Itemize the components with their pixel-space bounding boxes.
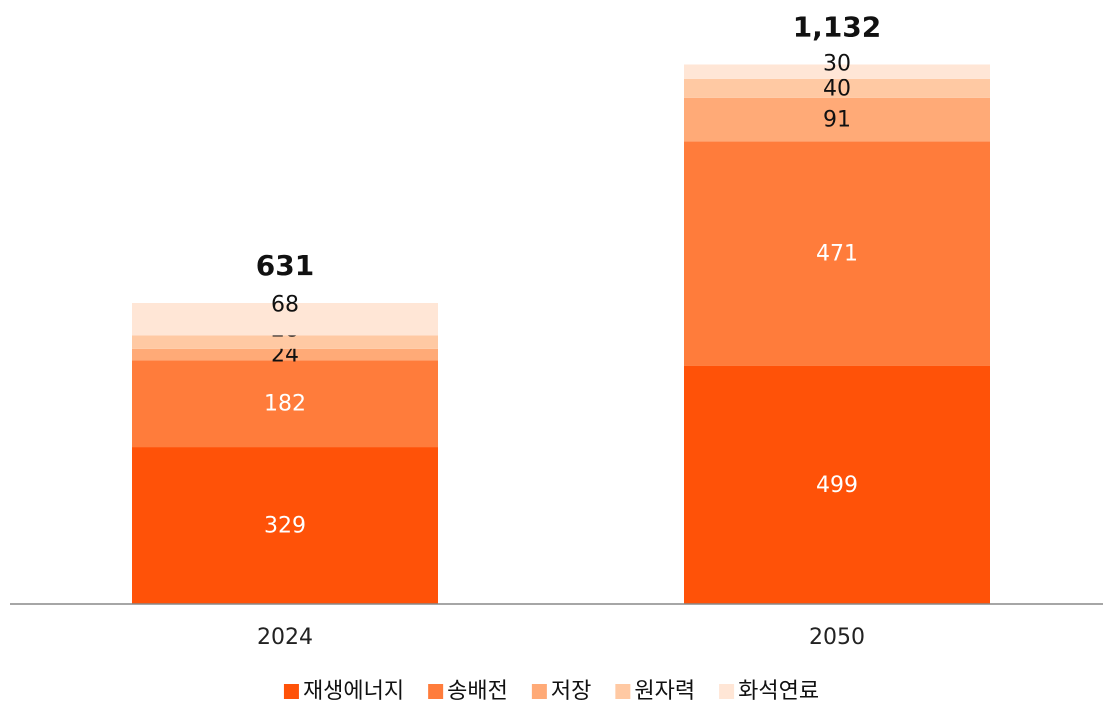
total-label: 631: [256, 249, 314, 282]
bar-segment: [132, 335, 438, 349]
bar-segment: [132, 303, 438, 336]
bar-segment: [132, 348, 438, 361]
legend: 재생에너지 송배전 저장 원자력 화석연료: [283, 679, 819, 704]
legend-swatch: [283, 684, 299, 699]
bar-segment: [684, 78, 990, 98]
legend-label: 저장: [551, 679, 591, 704]
data-label: 182: [264, 392, 306, 417]
legend-swatch: [531, 684, 547, 699]
x-tick-label: 2050: [809, 625, 865, 650]
data-label: 499: [816, 473, 858, 498]
bar-segment: [684, 365, 990, 604]
data-label: 471: [816, 242, 858, 267]
data-label: 40: [823, 76, 851, 101]
legend-label: 화석연료: [738, 679, 819, 704]
legend-label: 원자력: [634, 679, 695, 704]
bar-segment: [684, 64, 990, 79]
bar-segment: [132, 360, 438, 448]
x-tick-label: 2024: [257, 625, 313, 650]
legend-swatch: [719, 684, 735, 699]
legend-swatch: [615, 684, 631, 699]
legend-label: 재생에너지: [303, 679, 404, 704]
data-label: 68: [271, 293, 299, 318]
total-label: 1,132: [793, 11, 882, 44]
data-label: 329: [264, 514, 306, 539]
bar-segment: [132, 447, 438, 604]
legend-swatch: [428, 684, 444, 699]
data-label: 30: [823, 51, 851, 76]
bar-segment: [684, 141, 990, 366]
bar-segment: [684, 97, 990, 142]
data-label: 91: [823, 108, 851, 133]
legend-label: 송배전: [447, 679, 508, 704]
